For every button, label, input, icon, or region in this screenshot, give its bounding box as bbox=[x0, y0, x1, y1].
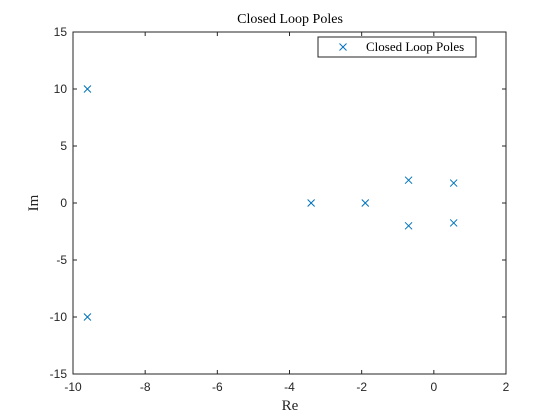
data-markers bbox=[83, 85, 458, 321]
y-axis-label: Im bbox=[26, 194, 42, 211]
data-point-marker bbox=[83, 313, 92, 321]
data-point-marker bbox=[449, 219, 458, 227]
data-point-marker bbox=[449, 179, 458, 187]
legend-marker-x-icon bbox=[339, 43, 347, 51]
x-tick-label: -4 bbox=[284, 380, 295, 394]
x-tick-label: 0 bbox=[430, 380, 437, 394]
y-tick-label: -15 bbox=[50, 367, 68, 381]
y-tick-label: 10 bbox=[54, 82, 68, 96]
legend[interactable]: Closed Loop Poles bbox=[317, 36, 477, 58]
legend-x-marker bbox=[339, 43, 347, 51]
x-tick-label: -10 bbox=[64, 380, 82, 394]
legend-box bbox=[317, 36, 477, 58]
x-tick-label: -2 bbox=[356, 380, 367, 394]
y-tick-label: -5 bbox=[56, 253, 67, 267]
data-point-marker bbox=[404, 176, 413, 185]
legend-label: Closed Loop Poles bbox=[366, 39, 464, 54]
data-point-marker bbox=[361, 199, 370, 207]
y-tick-label: 0 bbox=[60, 196, 67, 210]
x-axis-label: Re bbox=[282, 398, 299, 414]
y-tick-label: -10 bbox=[50, 310, 68, 324]
data-point-marker bbox=[404, 221, 413, 230]
x-tick-label: -6 bbox=[212, 380, 223, 394]
chart-title: Closed Loop Poles bbox=[237, 12, 343, 27]
data-point-marker bbox=[83, 85, 92, 93]
plot-area bbox=[72, 31, 507, 375]
x-tick-label: -8 bbox=[140, 380, 151, 394]
data-point-marker bbox=[307, 199, 316, 207]
y-tick-label: 5 bbox=[60, 139, 67, 153]
y-tick-label: 15 bbox=[54, 25, 68, 39]
x-tick-label: 2 bbox=[503, 380, 510, 394]
